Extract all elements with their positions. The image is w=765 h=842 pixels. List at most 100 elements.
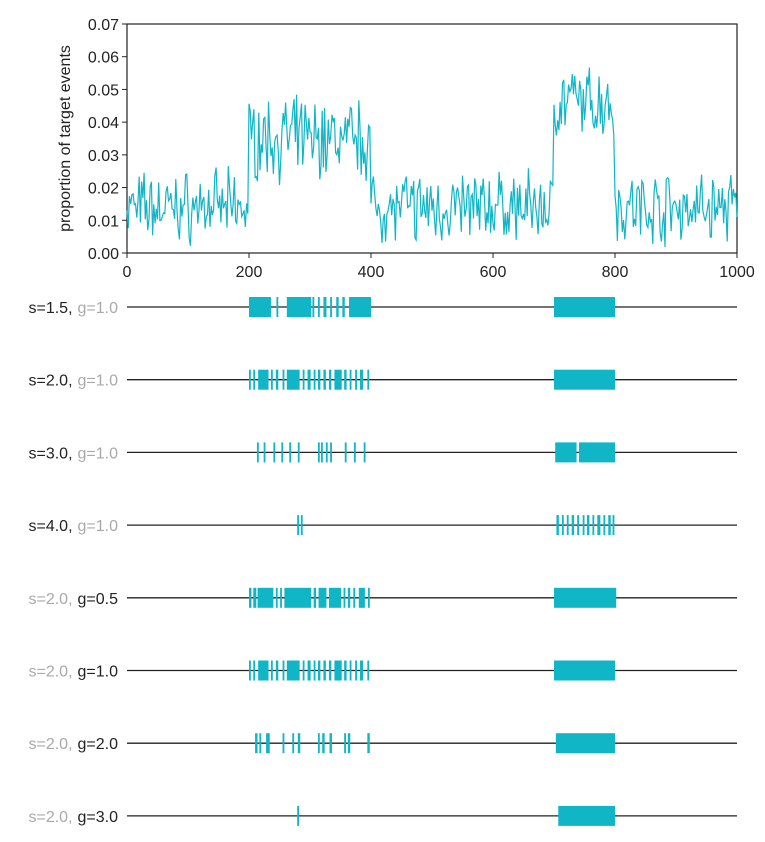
burst-bar [317, 369, 321, 390]
burst-bar [347, 733, 351, 754]
burst-bar [360, 369, 364, 390]
burst-bar [334, 660, 342, 681]
burst-bar [297, 733, 301, 754]
burst-bar [353, 442, 356, 463]
burst-bar [358, 587, 365, 608]
burst-bar [360, 660, 364, 681]
x-tick-label: 600 [480, 264, 507, 281]
row-label: s=4.0, g=1.0 [28, 518, 118, 535]
s-parameter-label: s=2.0, [28, 736, 72, 753]
y-tick-label: 0.01 [88, 213, 119, 230]
burst-bar [342, 297, 345, 317]
burst-bar [349, 369, 352, 390]
burst-bar [363, 442, 366, 463]
g-parameter-label: g=1.0 [78, 664, 119, 681]
burst-bar [282, 733, 285, 754]
burst-bar [344, 369, 347, 390]
burst-bar [249, 587, 252, 608]
y-tick-label: 0.07 [88, 17, 119, 34]
burst-bar [612, 515, 615, 536]
burst-bar [300, 515, 303, 536]
burst-bar [297, 515, 300, 536]
burst-bar [258, 660, 269, 681]
burst-bar [286, 297, 312, 317]
burst-bar [367, 660, 370, 681]
raster-row: s=2.0, g=1.0 [28, 369, 737, 390]
burst-bar [286, 369, 300, 390]
burst-bar [344, 442, 347, 463]
s-parameter-label: s=2.0, [28, 809, 72, 826]
burst-bar [249, 369, 251, 390]
burst-bar [313, 369, 316, 390]
burst-bar [253, 587, 257, 608]
burst-bar [255, 733, 258, 754]
x-tick-label: 400 [358, 264, 385, 281]
event-raster-panel: s=1.5, g=1.0 s=2.0, g=1.0 s=3.0, g=1.0 s=4.0, g… [28, 297, 737, 826]
y-tick-label: 0.05 [88, 82, 119, 99]
burst-bar [320, 442, 323, 463]
raster-row: s=4.0, g=1.0 [28, 515, 737, 536]
burst-bar [253, 660, 256, 681]
burst-bar [353, 587, 356, 608]
burst-bar [344, 660, 347, 681]
burst-bar [317, 733, 320, 754]
burst-bar [307, 660, 311, 681]
g-parameter-label: g=1.0 [78, 518, 119, 535]
burst-bar [582, 515, 585, 536]
burst-bar [355, 660, 357, 681]
burst-bar [284, 587, 312, 608]
burst-bar [302, 660, 305, 681]
burst-bar [328, 660, 332, 681]
burst-bar [280, 587, 282, 608]
burst-bar [349, 297, 371, 317]
burst-bar [554, 369, 615, 390]
burst-bar [313, 587, 317, 608]
burst-bar [555, 442, 577, 463]
burst-bar [249, 660, 251, 681]
raster-row: s=2.0, g=1.0 [28, 660, 737, 681]
s-parameter-label: s=4.0, [28, 518, 72, 535]
s-parameter-label: s=2.0, [28, 373, 72, 390]
s-parameter-label: s=1.5, [28, 300, 72, 317]
x-tick-label: 1000 [719, 264, 755, 281]
row-label: s=2.0, g=0.5 [28, 591, 118, 608]
burst-bar [330, 442, 332, 463]
burst-bar [275, 369, 279, 390]
x-tick-label: 800 [602, 264, 629, 281]
burst-bar [266, 733, 270, 754]
s-parameter-label: s=2.0, [28, 591, 72, 608]
burst-bar [253, 369, 256, 390]
burst-bar [322, 733, 325, 754]
burst-bar [344, 733, 346, 754]
burst-bar [263, 442, 266, 463]
y-tick-label: 0.00 [88, 246, 119, 263]
burst-bar [554, 660, 615, 681]
burst-bar [323, 297, 327, 317]
burst-bar [275, 587, 278, 608]
burst-bar [367, 733, 370, 754]
burst-bar [256, 442, 259, 463]
raster-row: s=2.0, g=0.5 [28, 587, 737, 608]
burst-bar [258, 369, 269, 390]
raster-row: s=2.0, g=3.0 [28, 805, 737, 826]
burst-bar [286, 660, 300, 681]
row-label: s=2.0, g=3.0 [28, 809, 118, 826]
burst-bar [292, 733, 295, 754]
burst-bar [312, 297, 315, 317]
burst-bar [317, 297, 320, 317]
burst-bar [276, 297, 279, 317]
burst-bar [249, 297, 271, 317]
burst-bar [592, 515, 595, 536]
burst-bar [323, 369, 326, 390]
g-parameter-label: g=0.5 [78, 591, 119, 608]
line-chart-panel: 0.00 0.01 0.02 0.03 0.04 0.05 0.06 0.07 0 200 400 6… [57, 17, 755, 281]
burst-bar [355, 369, 357, 390]
g-parameter-label: g=3.0 [78, 809, 119, 826]
burst-bar [325, 442, 328, 463]
burst-bar [349, 660, 352, 681]
burst-bar [554, 587, 617, 608]
raster-row: s=2.0, g=2.0 [28, 733, 737, 754]
burst-bar [608, 515, 611, 536]
g-parameter-label: g=1.0 [78, 445, 119, 462]
